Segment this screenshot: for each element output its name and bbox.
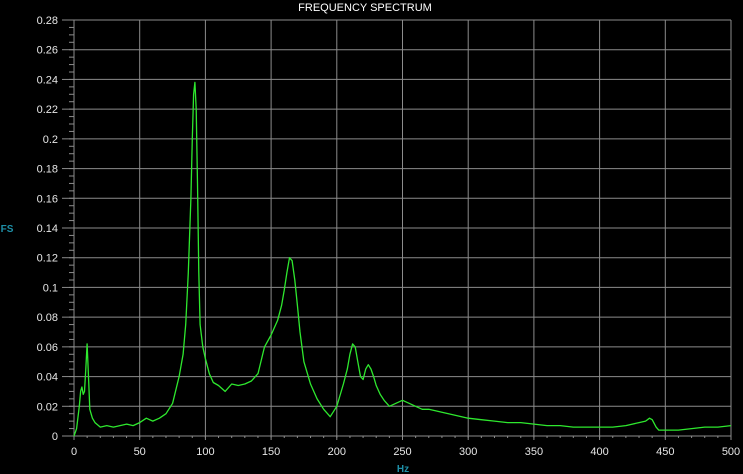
chart-title: FREQUENCY SPECTRUM	[298, 2, 432, 14]
y-tick-label: 0.22	[37, 104, 58, 116]
y-tick-label: 0.24	[37, 74, 58, 86]
x-axis-label: Hz	[397, 464, 409, 474]
y-tick-label: 0.12	[37, 253, 58, 265]
y-tick-label: 0.2	[43, 134, 58, 146]
x-tick-label: 400	[590, 446, 608, 458]
x-tick-label: 100	[196, 446, 214, 458]
grid-layer	[74, 19, 732, 436]
y-tick-label: 0.06	[37, 342, 58, 354]
y-tick-label: 0.16	[37, 193, 58, 205]
x-tick-label: 50	[134, 446, 146, 458]
y-tick-label: 0.04	[37, 372, 58, 384]
y-tick-label: 0.1	[43, 282, 58, 294]
y-tick-label: 0.14	[37, 223, 58, 235]
y-tick-label: 0.02	[37, 401, 58, 413]
spectrum-series-line	[73, 81, 732, 437]
y-tick-label: 0.08	[37, 312, 58, 324]
y-tick-label: 0.28	[37, 15, 58, 27]
y-tick-label: 0.18	[37, 164, 58, 176]
y-axis-label: FS	[1, 224, 14, 235]
x-tick-label: 300	[459, 446, 477, 458]
x-tick-label: 150	[262, 446, 280, 458]
series-layer	[73, 81, 732, 437]
x-tick-label: 200	[328, 446, 346, 458]
x-tick-label: 0	[71, 446, 77, 458]
y-tick-label: 0.26	[37, 45, 58, 57]
axis-layer: 0 50 100 150 200 250 300 350 400 450 500 0 0.02 0.04 0…	[37, 15, 741, 458]
y-tick-label: 0	[52, 431, 58, 443]
x-tick-label: 450	[656, 446, 674, 458]
x-tick-label: 350	[525, 446, 543, 458]
x-tick-label: 500	[722, 446, 740, 458]
x-tick-label: 250	[393, 446, 411, 458]
